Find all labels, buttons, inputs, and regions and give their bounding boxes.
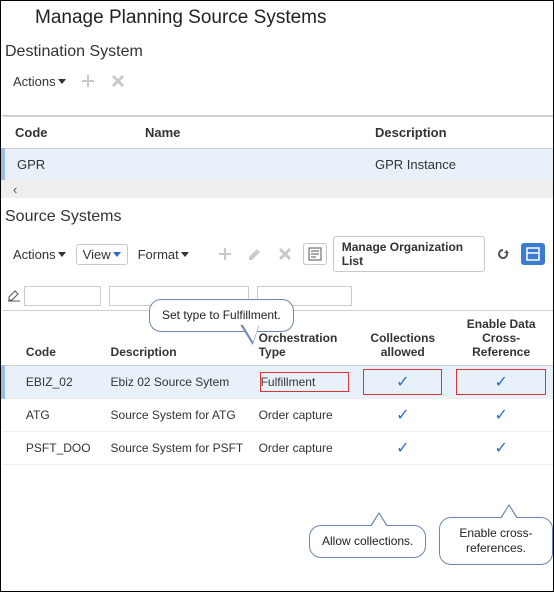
col-cross-ref: Enable Data Cross-Reference	[449, 311, 553, 366]
view-menu[interactable]: View	[76, 244, 128, 265]
highlight-box: ✓	[363, 369, 442, 395]
cell-description: Source System for ATG	[105, 399, 253, 432]
plus-icon	[80, 73, 96, 89]
table-row[interactable]: ATG Source System for ATG Order capture …	[3, 399, 553, 432]
destination-toolbar: Actions	[1, 67, 553, 95]
table-header-row: Code Name Description	[3, 117, 553, 149]
cell-code: EBIZ_02	[20, 366, 105, 399]
cell-cross-ref: ✓	[449, 399, 553, 432]
page-title: Manage Planning Source Systems	[35, 7, 553, 29]
edit-button[interactable]	[243, 244, 267, 264]
cell-type: Fulfillment	[253, 366, 357, 399]
destination-table: Code Name Description GPR GPR Instance	[1, 116, 553, 180]
source-heading: Source Systems	[5, 208, 553, 226]
check-icon: ✓	[494, 374, 507, 391]
actions-menu[interactable]: Actions	[9, 72, 70, 91]
layout-button[interactable]	[521, 243, 545, 265]
manage-org-label: Manage Organization List	[342, 240, 476, 268]
col-code: Code	[3, 117, 133, 149]
chevron-down-icon	[181, 252, 189, 257]
detach-button[interactable]	[303, 243, 327, 265]
check-icon: ✓	[396, 374, 409, 391]
callout-set-type: Set type to Fulfillment.	[149, 299, 294, 332]
cell-collections: ✓	[356, 366, 449, 399]
cell-cross-ref: ✓	[449, 432, 553, 465]
chevron-down-icon	[113, 252, 121, 257]
cell-code: GPR	[3, 149, 133, 181]
cell-name	[133, 149, 363, 181]
delete-button[interactable]	[273, 244, 297, 264]
col-code: Code	[20, 311, 105, 366]
cell-description: Ebiz 02 Source Sytem	[105, 366, 253, 399]
x-icon	[110, 73, 126, 89]
highlight-box: ✓	[456, 369, 546, 395]
cell-description: GPR Instance	[363, 149, 553, 181]
view-label: View	[83, 247, 111, 262]
refresh-icon	[495, 246, 511, 262]
check-icon: ✓	[396, 407, 409, 424]
cell-collections: ✓	[356, 432, 449, 465]
callout-enable-cross-ref: Enable cross-references.	[439, 517, 553, 565]
col-collections: Collections allowed	[356, 311, 449, 366]
qbe-toggle[interactable]	[3, 282, 20, 311]
manage-organization-list-button[interactable]: Manage Organization List	[333, 236, 485, 272]
horizontal-scrollbar[interactable]: ‹	[1, 180, 553, 198]
chevron-down-icon	[58, 79, 66, 84]
highlight-box: Fulfillment	[260, 372, 350, 392]
layout-icon	[525, 246, 541, 262]
add-button[interactable]	[213, 244, 237, 264]
format-label: Format	[138, 247, 179, 262]
cell-type: Order capture	[253, 432, 357, 465]
scroll-left-arrow[interactable]: ‹	[5, 182, 25, 197]
refresh-button[interactable]	[491, 244, 515, 264]
check-icon: ✓	[494, 407, 507, 424]
delete-button[interactable]	[106, 71, 130, 91]
add-button[interactable]	[76, 71, 100, 91]
actions-label: Actions	[13, 247, 56, 262]
source-toolbar: Actions View Format Manage Organization …	[1, 232, 553, 276]
check-icon: ✓	[396, 440, 409, 457]
cell-description: Source System for PSFT	[105, 432, 253, 465]
cell-collections: ✓	[356, 399, 449, 432]
pencil-underline-icon	[7, 288, 21, 302]
filter-code-input[interactable]	[24, 286, 101, 306]
wrap-icon	[307, 246, 323, 262]
check-icon: ✓	[494, 440, 507, 457]
callout-allow-collections: Allow collections.	[309, 525, 426, 558]
table-row[interactable]: PSFT_DOO Source System for PSFT Order ca…	[3, 432, 553, 465]
table-row[interactable]: EBIZ_02 Ebiz 02 Source Sytem Fulfillment…	[3, 366, 553, 399]
actions-menu[interactable]: Actions	[9, 245, 70, 264]
format-menu[interactable]: Format	[134, 245, 193, 264]
x-icon	[277, 246, 293, 262]
actions-label: Actions	[13, 74, 56, 89]
pencil-icon	[247, 246, 263, 262]
cell-cross-ref: ✓	[449, 366, 553, 399]
cell-code: ATG	[20, 399, 105, 432]
plus-icon	[217, 246, 233, 262]
cell-type: Order capture	[253, 399, 357, 432]
chevron-down-icon	[58, 252, 66, 257]
col-description: Description	[363, 117, 553, 149]
table-row[interactable]: GPR GPR Instance	[3, 149, 553, 181]
destination-heading: Destination System	[5, 43, 553, 61]
cell-code: PSFT_DOO	[20, 432, 105, 465]
col-name: Name	[133, 117, 363, 149]
